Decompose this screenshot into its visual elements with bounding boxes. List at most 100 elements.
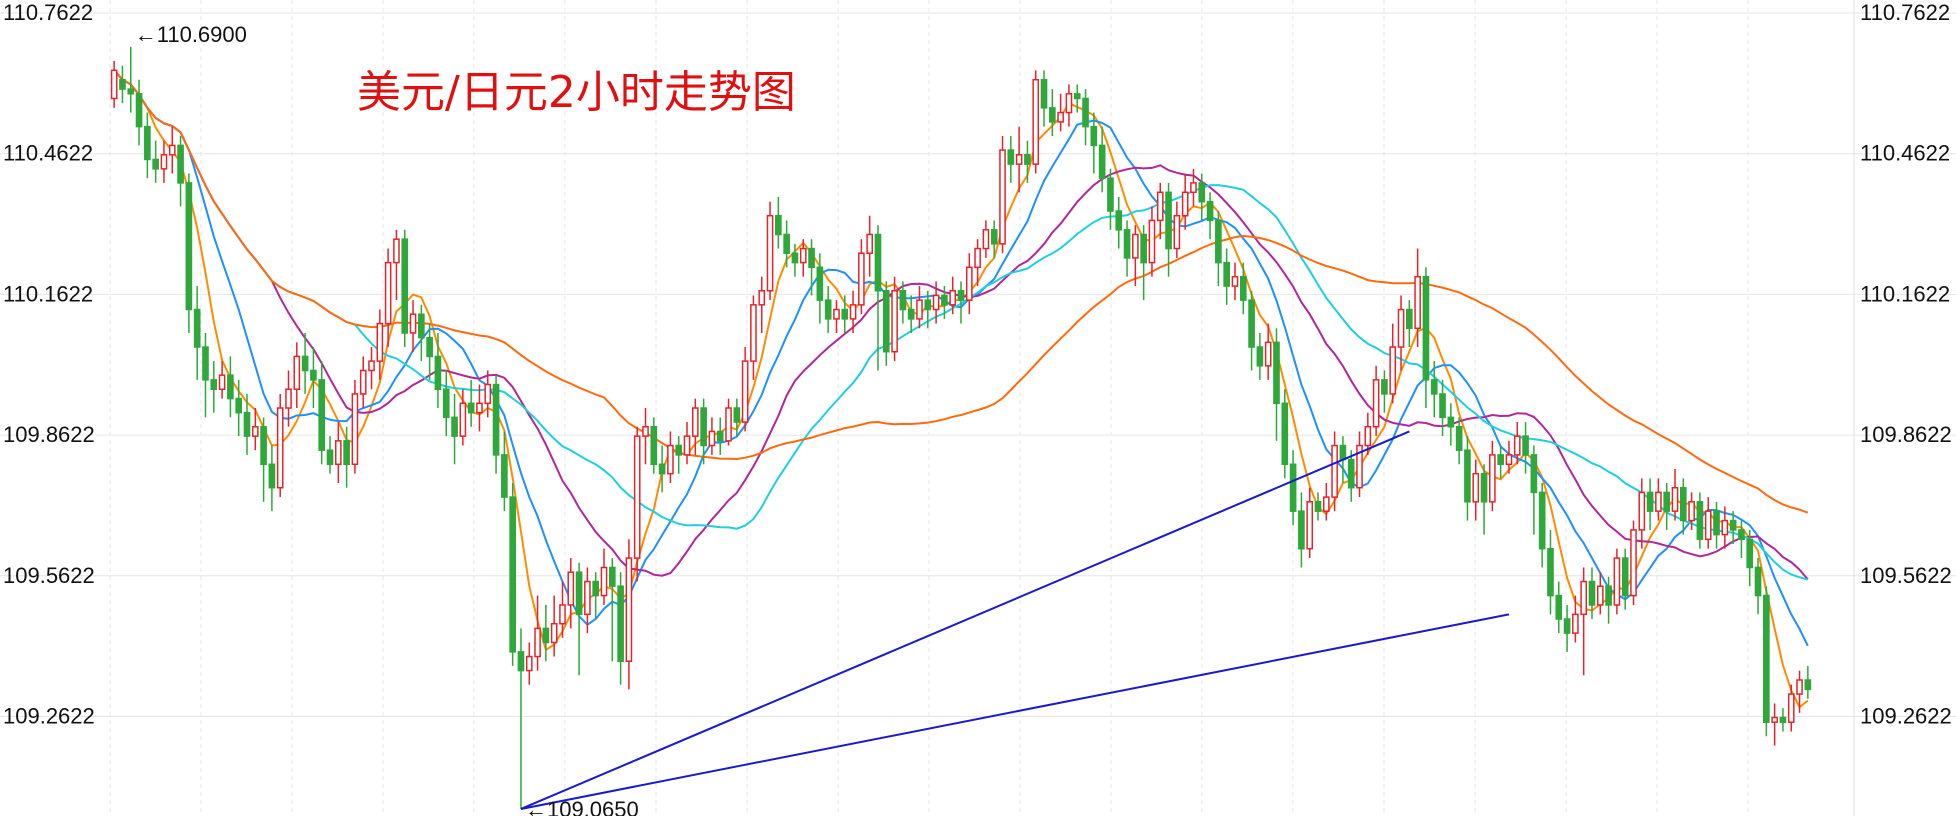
- candle-body: [227, 374, 234, 400]
- candle-147: [1331, 431, 1338, 512]
- price-annotations: ←110.6900 ←109.0650: [135, 22, 639, 816]
- candle-body: [1123, 229, 1131, 259]
- candle-99: [932, 281, 940, 324]
- candle-body: [758, 290, 766, 306]
- candle-198: [1754, 558, 1762, 615]
- candle-53: [550, 595, 558, 657]
- candle-body: [990, 229, 998, 245]
- candle-54: [559, 581, 566, 638]
- candle-89: [849, 290, 857, 333]
- candle-202: [1787, 684, 1795, 732]
- candle-58: [592, 572, 600, 620]
- candle-body: [907, 308, 915, 320]
- candle-body: [1596, 585, 1604, 606]
- candle-187: [1663, 483, 1671, 530]
- candle-18: [260, 417, 267, 502]
- candle-body: [501, 454, 508, 498]
- candle-174: [1555, 581, 1563, 634]
- candle-body: [1779, 716, 1787, 723]
- chart-title: 美元/日元2小时走势图: [357, 67, 796, 118]
- candle-154: [1389, 323, 1397, 404]
- candle-body: [459, 402, 467, 437]
- candle-body: [368, 360, 375, 372]
- candle-24: [310, 347, 317, 408]
- candle-body: [1538, 491, 1546, 550]
- candle-145: [1314, 492, 1322, 521]
- candle-body: [675, 444, 683, 456]
- candle-body: [716, 430, 724, 442]
- candle-155: [1397, 295, 1405, 371]
- candle-131: [1198, 173, 1206, 221]
- candle-body: [1572, 613, 1579, 634]
- candle-body: [1489, 454, 1496, 503]
- candle-21: [285, 370, 292, 427]
- candle-151: [1364, 412, 1372, 455]
- candle-body: [1248, 299, 1255, 348]
- candle-body: [1173, 214, 1181, 250]
- candle-61: [617, 572, 624, 685]
- left-price-axis: 110.7622 110.4622 110.1622 109.8622 109.5622…: [3, 0, 95, 728]
- candle-body: [932, 294, 940, 311]
- candle-body: [833, 308, 840, 320]
- candle-75: [733, 398, 741, 437]
- candle-body: [1480, 472, 1488, 503]
- candle-203: [1796, 670, 1803, 713]
- candle-body: [775, 214, 782, 236]
- candle-64: [642, 408, 649, 465]
- right-tick-label-2: 110.1622: [1860, 281, 1950, 306]
- candle-body: [1422, 275, 1430, 381]
- candle-123: [1132, 225, 1139, 287]
- candle-192: [1704, 497, 1712, 549]
- candle-body: [1015, 154, 1023, 165]
- candle-body: [1190, 182, 1197, 194]
- candle-129: [1181, 173, 1189, 230]
- candle-body: [816, 266, 824, 301]
- candle-body: [1140, 233, 1147, 264]
- left-tick-label-0: 110.7622: [3, 0, 93, 25]
- candle-body: [517, 651, 525, 672]
- candle-128: [1173, 201, 1181, 258]
- candle-121: [1115, 196, 1123, 249]
- candle-189: [1679, 478, 1687, 535]
- candle-140: [1273, 328, 1280, 441]
- candle-142: [1289, 450, 1297, 526]
- candle-body: [1314, 501, 1322, 512]
- candle-106: [990, 220, 998, 258]
- candle-13: [218, 361, 226, 399]
- candle-body: [202, 346, 209, 381]
- candle-body: [1032, 78, 1040, 165]
- candle-204: [1804, 665, 1812, 699]
- candle-body: [1156, 191, 1164, 222]
- candle-body: [1522, 435, 1529, 456]
- candle-body: [957, 290, 965, 301]
- candle-196: [1738, 520, 1745, 559]
- candle-body: [882, 290, 890, 353]
- candle-158: [1422, 267, 1430, 408]
- candle-body: [824, 299, 832, 320]
- candle-4: [144, 112, 151, 179]
- candle-11: [202, 332, 209, 418]
- candle-body: [177, 144, 184, 184]
- candle-body: [168, 144, 176, 156]
- candle-122: [1123, 220, 1131, 277]
- candle-156: [1406, 300, 1413, 348]
- candle-82: [791, 243, 799, 277]
- candle-body: [418, 313, 425, 339]
- annotation-high: ←110.6900: [135, 22, 247, 47]
- candle-149: [1347, 450, 1355, 502]
- candle-172: [1538, 483, 1546, 568]
- candle-body: [1497, 454, 1504, 466]
- candle-197: [1746, 529, 1754, 587]
- candle-96: [907, 295, 915, 333]
- candle-body: [160, 154, 168, 170]
- candle-body: [1223, 261, 1231, 287]
- candle-90: [858, 239, 865, 315]
- candle-body: [1688, 501, 1695, 522]
- candle-73: [716, 417, 724, 455]
- candle-104: [974, 239, 981, 287]
- candle-body: [285, 388, 292, 409]
- candle-body: [1090, 125, 1098, 147]
- candle-6: [160, 140, 168, 183]
- candle-body: [750, 304, 757, 362]
- candle-51: [534, 595, 541, 671]
